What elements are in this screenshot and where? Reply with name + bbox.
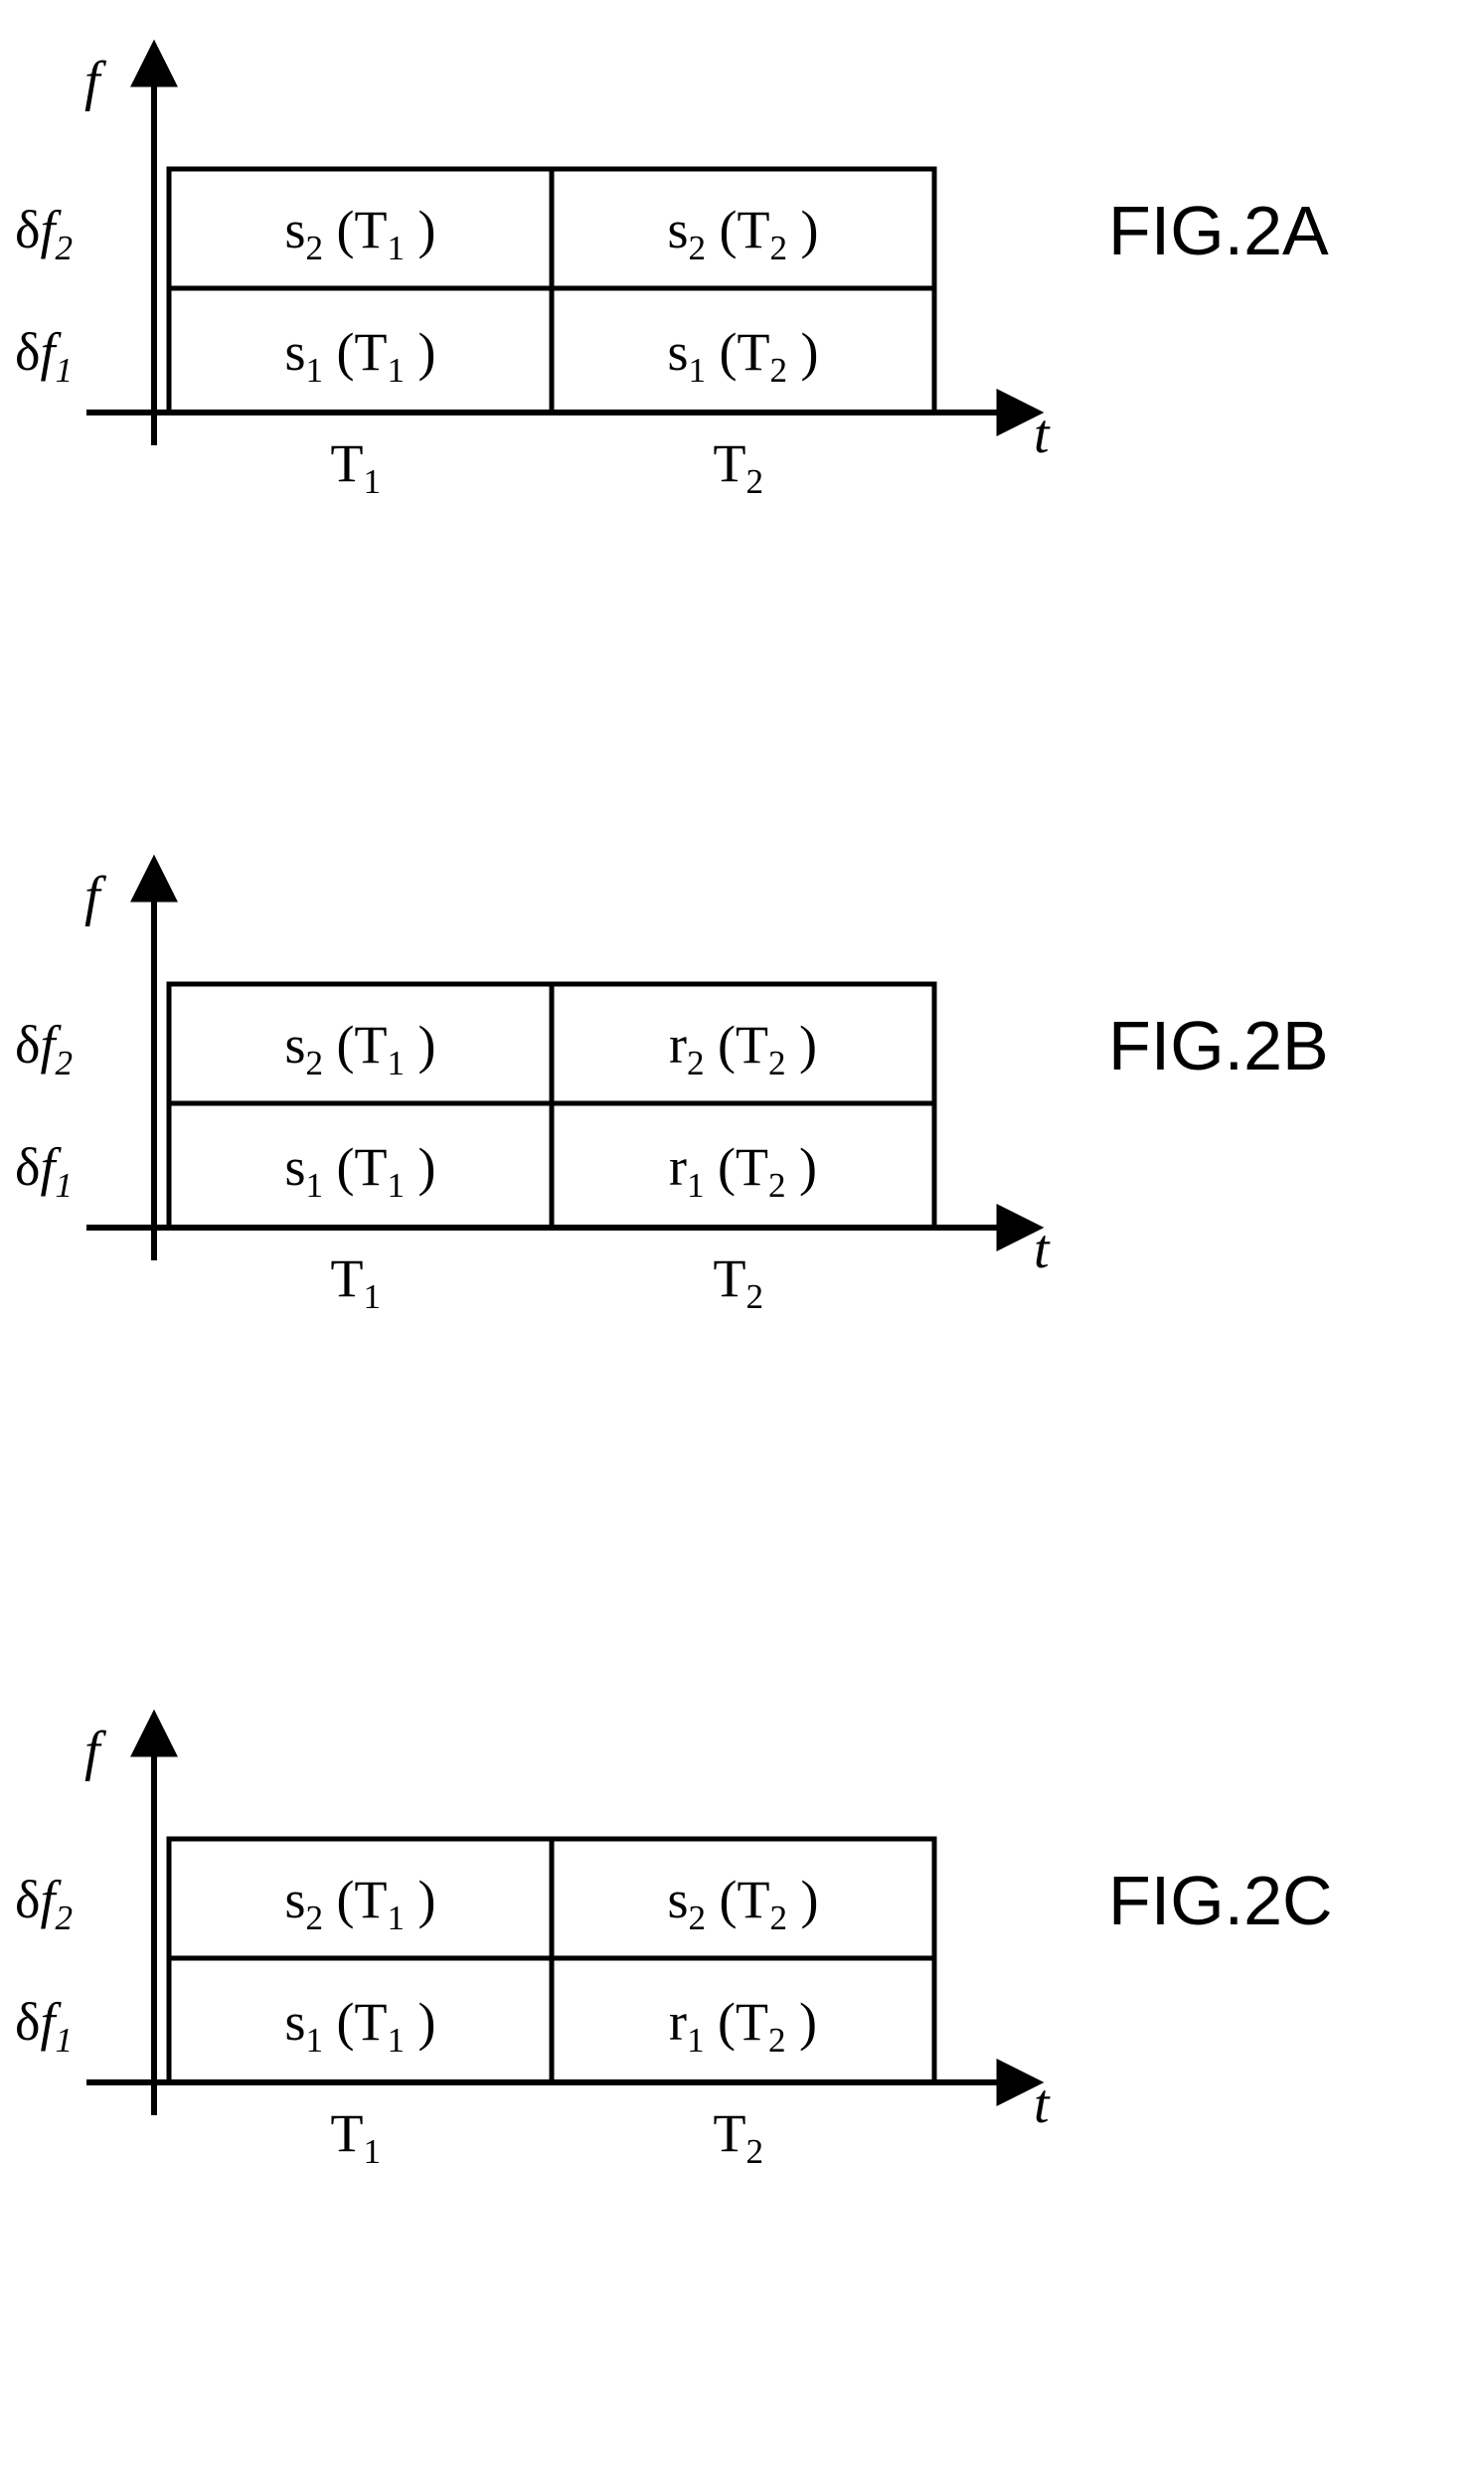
fig2a-cell-r2c2: s1 (T2 ) [614,321,873,383]
fig2c-cell-r1c1: s2 (T1 ) [232,1869,490,1930]
fig2b-cell-r2c1: s1 (T1 ) [232,1136,490,1198]
fig2b-label: FIG.2B [1108,1006,1329,1085]
fig2c-cell-r2c2: r1 (T2 ) [614,1991,873,2053]
fig2c-label: FIG.2C [1108,1861,1333,1940]
y-tick-delta_f1: δf1 [15,321,73,383]
y-tick-delta_f1: δf1 [15,1991,73,2053]
y-axis-label: f [84,865,100,928]
y-tick-delta_f2: δf2 [15,1869,73,1930]
fig2c-cell-r2c1: s1 (T1 ) [232,1991,490,2053]
x-tick-T2: T2 [714,2102,764,2164]
x-tick-T1: T1 [331,432,382,494]
x-tick-T2: T2 [714,432,764,494]
fig2a-cell-r1c1: s2 (T1 ) [232,199,490,260]
fig2a-cell-r2c1: s1 (T1 ) [232,321,490,383]
figure-2b: ftδf2δf1T1T2s2 (T1 )r2 (T2 )s1 (T1 )r1 (… [0,875,1484,1392]
axes-2b [0,875,1093,1372]
x-tick-T1: T1 [331,1247,382,1309]
axes-2c [0,1730,1093,2227]
y-tick-delta_f2: δf2 [15,1014,73,1076]
x-axis-label: t [1034,403,1050,466]
fig2a-cell-r1c2: s2 (T2 ) [614,199,873,260]
y-axis-label: f [84,50,100,113]
figure-2c: ftδf2δf1T1T2s2 (T1 )s2 (T2 )s1 (T1 )r1 (… [0,1730,1484,2246]
axes-2a [0,60,1093,557]
figure-2a: ftδf2δf1T1T2s2 (T1 )s2 (T2 )s1 (T1 )s1 (… [0,60,1484,577]
x-axis-label: t [1034,1218,1050,1281]
y-tick-delta_f1: δf1 [15,1136,73,1198]
y-tick-delta_f2: δf2 [15,199,73,260]
fig2c-cell-r1c2: s2 (T2 ) [614,1869,873,1930]
x-axis-label: t [1034,2072,1050,2136]
y-axis-label: f [84,1720,100,1783]
fig2b-cell-r2c2: r1 (T2 ) [614,1136,873,1198]
x-tick-T2: T2 [714,1247,764,1309]
x-tick-T1: T1 [331,2102,382,2164]
fig2b-cell-r1c1: s2 (T1 ) [232,1014,490,1076]
fig2b-cell-r1c2: r2 (T2 ) [614,1014,873,1076]
fig2a-label: FIG.2A [1108,191,1329,270]
